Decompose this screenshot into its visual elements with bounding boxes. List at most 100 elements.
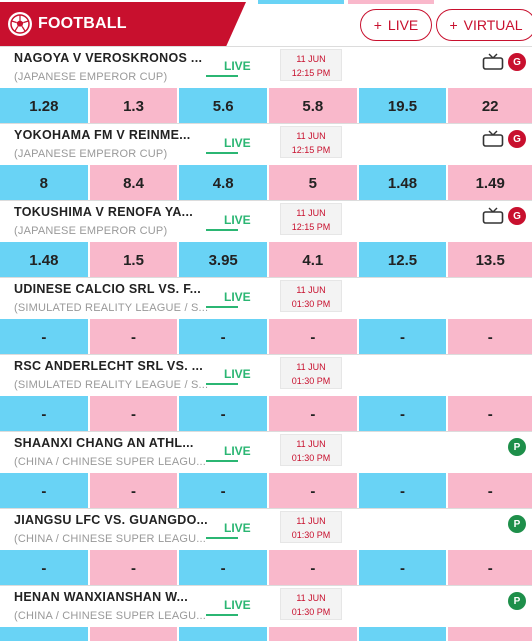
odds-cell[interactable] bbox=[0, 627, 88, 641]
odds-cell[interactable]: 4.8 bbox=[179, 165, 268, 201]
match-info[interactable]: TOKUSHIMA V RENOFA YA... (JAPANESE EMPERO… bbox=[0, 201, 532, 242]
p-badge-icon: P bbox=[508, 438, 526, 456]
match-row[interactable]: RSC ANDERLECHT SRL VS. ... (SIMULATED REA… bbox=[0, 354, 532, 432]
odds-cell[interactable] bbox=[179, 627, 268, 641]
match-datetime: 11 JUN 01:30 PM bbox=[280, 434, 342, 466]
match-datetime: 11 JUN 12:15 PM bbox=[280, 126, 342, 158]
match-row[interactable]: HENAN WANXIANSHAN W... (CHINA / CHINESE S… bbox=[0, 585, 532, 641]
live-filter-button[interactable]: + LIVE bbox=[360, 9, 432, 41]
odds-cell[interactable]: 13.5 bbox=[448, 242, 532, 278]
odds-cell[interactable]: - bbox=[448, 319, 532, 355]
odds-cell[interactable]: 12.5 bbox=[358, 242, 447, 278]
match-teams[interactable]: SHAANXI CHANG AN ATHL... bbox=[14, 436, 194, 450]
odds-cell[interactable]: - bbox=[89, 396, 178, 432]
tv-icon[interactable] bbox=[482, 207, 504, 225]
tv-icon[interactable] bbox=[482, 130, 504, 148]
match-teams[interactable]: RSC ANDERLECHT SRL VS. ... bbox=[14, 359, 204, 373]
odds-cell[interactable]: - bbox=[179, 319, 268, 355]
live-underline bbox=[206, 306, 238, 308]
odds-cell[interactable]: - bbox=[0, 319, 88, 355]
odds-cell[interactable] bbox=[448, 627, 532, 641]
odds-cell[interactable]: 8 bbox=[0, 165, 88, 201]
odds-cell[interactable]: - bbox=[179, 550, 268, 586]
odds-cell[interactable]: 8.4 bbox=[89, 165, 178, 201]
match-info[interactable]: UDINESE CALCIO SRL VS. F... (SIMULATED RE… bbox=[0, 278, 532, 319]
match-teams[interactable]: JIANGSU LFC VS. GUANGDO... bbox=[14, 513, 208, 527]
match-row[interactable]: TOKUSHIMA V RENOFA YA... (JAPANESE EMPERO… bbox=[0, 200, 532, 278]
match-time: 12:15 PM bbox=[291, 68, 331, 78]
live-indicator: LIVE bbox=[224, 598, 251, 612]
odds-cell[interactable]: 1.48 bbox=[0, 242, 88, 278]
g-badge-icon: G bbox=[508, 53, 526, 71]
odds-cell[interactable]: - bbox=[448, 550, 532, 586]
match-time: 01:30 PM bbox=[291, 299, 331, 309]
match-time: 01:30 PM bbox=[291, 607, 331, 617]
odds-cell[interactable]: 4.1 bbox=[269, 242, 357, 278]
odds-cell[interactable]: - bbox=[448, 396, 532, 432]
match-teams[interactable]: YOKOHAMA FM V REINME... bbox=[14, 128, 191, 142]
match-teams[interactable]: TOKUSHIMA V RENOFA YA... bbox=[14, 205, 193, 219]
odds-cell[interactable]: 1.28 bbox=[0, 88, 88, 124]
odds-cell[interactable] bbox=[358, 627, 447, 641]
odds-cell[interactable]: - bbox=[358, 473, 447, 509]
odds-cell[interactable] bbox=[89, 627, 178, 641]
odds-cell[interactable]: 1.49 bbox=[448, 165, 532, 201]
match-date: 11 JUN bbox=[296, 439, 326, 449]
live-underline bbox=[206, 75, 238, 77]
match-info[interactable]: YOKOHAMA FM V REINME... (JAPANESE EMPEROR… bbox=[0, 124, 532, 165]
odds-cell[interactable]: - bbox=[269, 319, 357, 355]
odds-cell[interactable]: - bbox=[358, 319, 447, 355]
header-strip-pink bbox=[348, 0, 434, 4]
live-indicator: LIVE bbox=[224, 136, 251, 150]
odds-cell[interactable]: 5.6 bbox=[179, 88, 268, 124]
match-time: 12:15 PM bbox=[291, 222, 331, 232]
match-datetime: 11 JUN 12:15 PM bbox=[280, 49, 342, 81]
odds-cell[interactable] bbox=[269, 627, 357, 641]
match-info[interactable]: RSC ANDERLECHT SRL VS. ... (SIMULATED REA… bbox=[0, 355, 532, 396]
virtual-filter-button[interactable]: + VIRTUAL bbox=[436, 9, 532, 41]
odds-cell[interactable]: - bbox=[179, 473, 268, 509]
odds-cell[interactable]: - bbox=[0, 396, 88, 432]
match-teams[interactable]: UDINESE CALCIO SRL VS. F... bbox=[14, 282, 202, 296]
odds-cell[interactable]: - bbox=[0, 473, 88, 509]
odds-cell[interactable]: 5.8 bbox=[269, 88, 357, 124]
p-badge-icon: P bbox=[508, 592, 526, 610]
football-tab[interactable]: FOOTBALL bbox=[0, 2, 246, 46]
odds-cell[interactable]: 19.5 bbox=[358, 88, 447, 124]
odds-cell[interactable]: 3.95 bbox=[179, 242, 268, 278]
odds-cell[interactable]: 1.5 bbox=[89, 242, 178, 278]
odds-row: 1.48 1.5 3.95 4.1 12.5 13.5 bbox=[0, 242, 532, 278]
match-info[interactable]: NAGOYA V VEROSKRONOS ... (JAPANESE EMPERO… bbox=[0, 47, 532, 88]
odds-cell[interactable]: 5 bbox=[269, 165, 357, 201]
odds-cell[interactable]: 22 bbox=[448, 88, 532, 124]
live-underline bbox=[206, 229, 238, 231]
match-info[interactable]: HENAN WANXIANSHAN W... (CHINA / CHINESE S… bbox=[0, 586, 532, 627]
match-row[interactable]: NAGOYA V VEROSKRONOS ... (JAPANESE EMPERO… bbox=[0, 46, 532, 124]
g-badge-icon: G bbox=[508, 130, 526, 148]
match-info[interactable]: JIANGSU LFC VS. GUANGDO... (CHINA / CHINE… bbox=[0, 509, 532, 550]
odds-cell[interactable]: - bbox=[358, 396, 447, 432]
match-row[interactable]: YOKOHAMA FM V REINME... (JAPANESE EMPEROR… bbox=[0, 123, 532, 201]
tv-icon[interactable] bbox=[482, 53, 504, 71]
odds-cell[interactable]: - bbox=[269, 550, 357, 586]
odds-cell[interactable]: - bbox=[89, 319, 178, 355]
odds-cell[interactable]: 1.3 bbox=[89, 88, 178, 124]
odds-cell[interactable]: - bbox=[448, 473, 532, 509]
odds-cell[interactable]: - bbox=[89, 550, 178, 586]
odds-cell[interactable]: - bbox=[179, 396, 268, 432]
odds-row: 8 8.4 4.8 5 1.48 1.49 bbox=[0, 165, 532, 201]
match-info[interactable]: SHAANXI CHANG AN ATHL... (CHINA / CHINESE… bbox=[0, 432, 532, 473]
match-row[interactable]: SHAANXI CHANG AN ATHL... (CHINA / CHINESE… bbox=[0, 431, 532, 509]
odds-cell[interactable]: - bbox=[358, 550, 447, 586]
match-row[interactable]: UDINESE CALCIO SRL VS. F... (SIMULATED RE… bbox=[0, 277, 532, 355]
match-teams[interactable]: NAGOYA V VEROSKRONOS ... bbox=[14, 51, 203, 65]
odds-cell[interactable]: - bbox=[269, 396, 357, 432]
live-indicator: LIVE bbox=[224, 213, 251, 227]
match-teams[interactable]: HENAN WANXIANSHAN W... bbox=[14, 590, 188, 604]
odds-cell[interactable]: 1.48 bbox=[358, 165, 447, 201]
odds-cell[interactable]: - bbox=[0, 550, 88, 586]
match-row[interactable]: JIANGSU LFC VS. GUANGDO... (CHINA / CHINE… bbox=[0, 508, 532, 586]
live-indicator: LIVE bbox=[224, 59, 251, 73]
odds-cell[interactable]: - bbox=[269, 473, 357, 509]
odds-cell[interactable]: - bbox=[89, 473, 178, 509]
